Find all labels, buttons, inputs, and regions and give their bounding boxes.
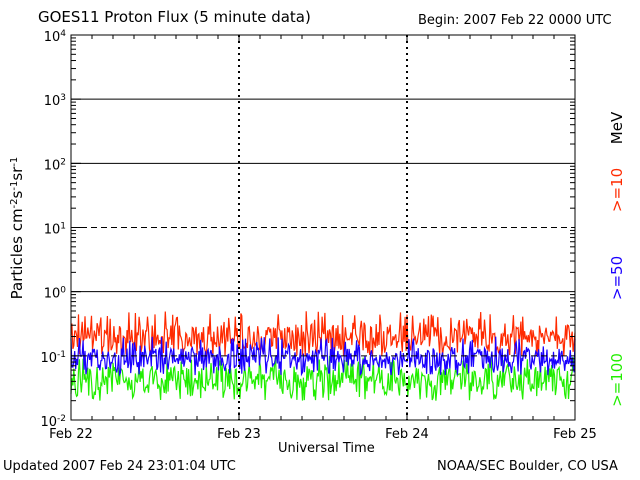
legend-ge50: >=50 (608, 256, 626, 300)
y-tick-label: 102 (44, 157, 66, 173)
x-axis-label: Universal Time (278, 441, 375, 456)
begin-time-label: Begin: 2007 Feb 22 0000 UTC (418, 13, 612, 28)
updated-timestamp: Updated 2007 Feb 24 23:01:04 UTC (3, 459, 236, 474)
y-axis-label: Particles cm-2s-1sr-1 (8, 157, 26, 300)
legend-units-mev: MeV (608, 111, 626, 144)
plot-frame (70, 34, 576, 421)
y-tick-label: 10-1 (40, 350, 66, 366)
chart-title: GOES11 Proton Flux (5 minute data) (38, 8, 311, 26)
legend-ge100: >=100 (608, 353, 626, 407)
y-tick-label: 100 (44, 286, 67, 302)
series-line-ge100 (70, 355, 576, 401)
x-tick-label: Feb 22 (49, 427, 93, 442)
x-tick-labels: Feb 22 Feb 23 Feb 24 Feb 25 (49, 427, 597, 442)
series-line-ge10 (70, 311, 576, 356)
y-tick-labels: 10-2 10-1 100 101 102 103 104 (40, 29, 66, 430)
credit-label: NOAA/SEC Boulder, CO USA (437, 459, 618, 474)
x-tick-label: Feb 24 (385, 427, 429, 442)
legend-ge10: >=10 (608, 168, 626, 212)
y-tick-label: 101 (44, 222, 66, 238)
y-tick-label: 10-2 (40, 414, 66, 430)
x-tick-label: Feb 23 (217, 427, 261, 442)
y-tick-label: 104 (44, 29, 67, 45)
x-tick-label: Feb 25 (553, 427, 597, 442)
y-tick-label: 103 (44, 93, 66, 109)
